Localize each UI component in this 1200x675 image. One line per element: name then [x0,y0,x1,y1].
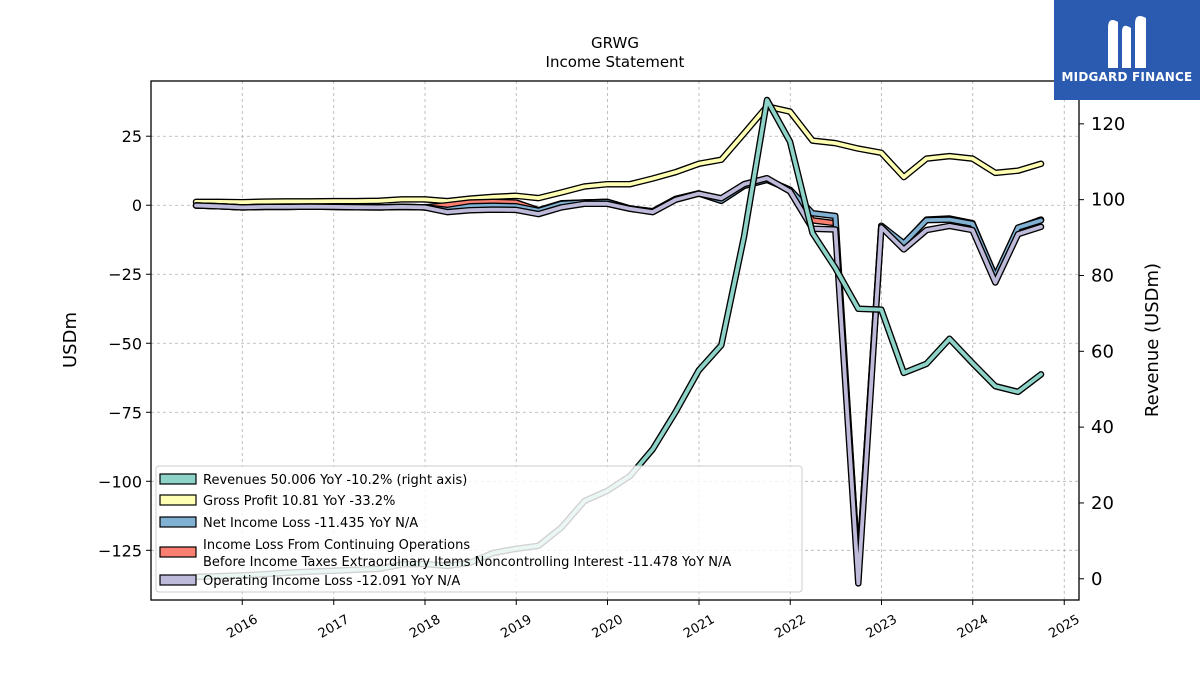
y-tick-label-left: −125 [98,541,142,560]
legend-box [155,465,803,593]
plot-frame [150,80,1080,601]
chart-subtitle: Income Statement [546,53,685,71]
legend-label: Revenues 50.006 YoY -10.2% (right axis) [203,473,467,488]
y-tick-label-right: 100 [1091,190,1125,211]
y-tick-label-left: 25 [122,127,142,146]
series-line [194,176,1043,586]
legend-label: Operating Income Loss -12.091 YoY N/A [203,574,460,589]
y-tick-label-right: 80 [1091,265,1114,286]
legend-swatch [159,494,197,506]
y-tick-label-right: 20 [1091,493,1114,514]
legend-swatch [159,516,197,528]
y-tick-label-left: −100 [98,472,142,491]
watermark-text: MIDGARD FINANCE [1061,70,1193,84]
legend-swatch [159,574,197,586]
legend-swatch [159,546,197,558]
y-axis-label-left: USDm [60,312,81,368]
y-tick-label-left: −50 [108,334,142,353]
y-tick-label-left: −25 [108,265,142,284]
legend-label: Before Income Taxes Extraordinary Items … [203,555,731,570]
y-tick-label-right: 120 [1091,114,1125,135]
legend-swatch [159,473,197,485]
logo-icon [1108,16,1146,68]
chart-title: GRWG [591,34,639,52]
legend-label: Net Income Loss -11.435 YoY N/A [203,516,418,531]
y-tick-label-left: −75 [108,403,142,422]
y-tick-label-right: 60 [1091,341,1114,362]
series-line [194,104,1043,205]
y-tick-label-right: 40 [1091,417,1114,438]
legend-label: Income Loss From Continuing Operations [203,538,470,553]
watermark-logo: MIDGARD FINANCE [1054,0,1200,100]
legend-label: Gross Profit 10.81 YoY -33.2% [203,494,395,509]
y-tick-label-right: 0 [1091,569,1102,590]
y-axis-label-right: Revenue (USDm) [1142,263,1163,417]
legend: Revenues 50.006 YoY -10.2% (right axis) G… [155,465,803,593]
y-tick-label-left: 0 [132,196,142,215]
